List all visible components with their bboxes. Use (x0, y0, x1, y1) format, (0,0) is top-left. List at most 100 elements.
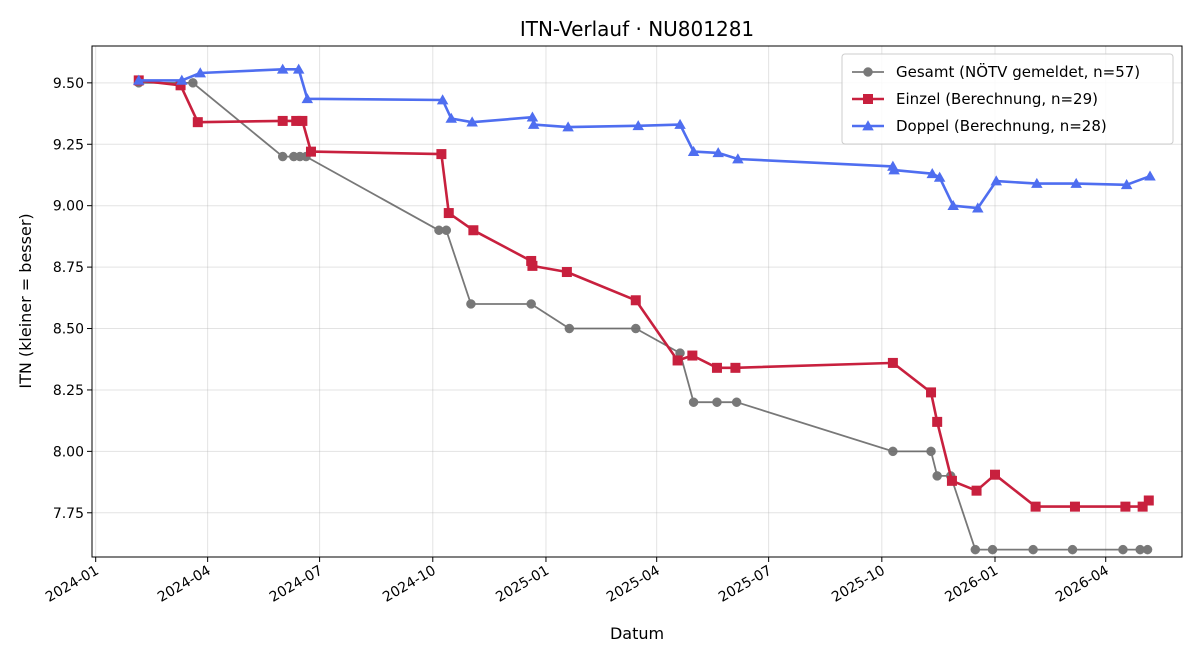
data-point-einzel (468, 225, 479, 236)
chart-title: ITN-Verlauf · NU801281 (520, 17, 754, 41)
data-point-gesamt (888, 446, 898, 457)
data-point-doppel (194, 67, 207, 78)
y-axis-label: ITN (kleiner = besser) (16, 213, 35, 388)
data-point-doppel (712, 147, 724, 158)
data-point-gesamt (1067, 544, 1078, 555)
legend-marker-einzel (863, 94, 873, 104)
data-point-gesamt (712, 397, 722, 407)
legend-swatch-gesamt (852, 67, 884, 77)
data-point-einzel (1143, 495, 1154, 506)
legend-swatch-einzel (852, 94, 884, 104)
y-tick-label: 8.75 (53, 260, 84, 276)
series-layer (132, 63, 1156, 555)
data-point-einzel (946, 475, 957, 486)
data-point-doppel (276, 63, 289, 74)
data-point-einzel (1030, 501, 1041, 512)
data-point-doppel (926, 168, 939, 179)
data-point-doppel (990, 175, 1002, 186)
plot-frame (91, 45, 1183, 558)
data-point-doppel (933, 171, 946, 182)
data-point-gesamt (526, 299, 536, 309)
legend-label-doppel: Doppel (Berechnung, n=28) (896, 117, 1107, 135)
legend-box (841, 53, 1174, 145)
data-point-einzel (527, 260, 538, 271)
y-tick-label: 9.25 (53, 137, 84, 153)
y-tick-label: 7.75 (53, 506, 84, 522)
series-einzel (133, 75, 1154, 512)
data-point-gesamt (932, 471, 942, 481)
y-tick-label: 9.00 (53, 199, 84, 215)
data-point-gesamt (731, 397, 742, 407)
data-point-gesamt (564, 323, 575, 334)
data-point-gesamt (970, 544, 981, 555)
data-point-einzel (277, 115, 288, 126)
y-tick-label: 9.50 (53, 76, 84, 92)
data-point-doppel (301, 93, 314, 104)
data-point-einzel (561, 267, 572, 278)
data-point-einzel (1120, 501, 1131, 512)
data-point-gesamt (188, 78, 198, 88)
y-axis: 7.75 8.00 8.25 8.50 8.75 9.00 9.25 9.50 (53, 76, 92, 522)
legend-item-einzel: Einzel (Berechnung, n=29) (852, 90, 1098, 108)
data-point-doppel (562, 121, 574, 132)
legend: Gesamt (NÖTV gemeldet, n=57) Einzel (Bere… (841, 53, 1174, 145)
data-point-einzel (711, 362, 722, 373)
data-point-doppel (526, 111, 539, 122)
data-point-gesamt (1118, 544, 1128, 555)
data-point-einzel (192, 117, 203, 128)
data-point-einzel (436, 149, 447, 160)
x-axis-label: Datum (610, 624, 664, 643)
data-point-einzel (687, 350, 698, 361)
series-doppel (132, 63, 1156, 213)
data-point-einzel (175, 80, 186, 91)
data-point-einzel (971, 485, 982, 496)
data-point-einzel (926, 387, 937, 398)
data-point-einzel (630, 295, 641, 306)
data-point-gesamt (688, 397, 699, 407)
data-point-einzel (291, 115, 302, 126)
data-point-gesamt (987, 544, 998, 555)
data-point-doppel (732, 153, 744, 164)
data-point-einzel (1069, 501, 1080, 512)
data-point-doppel (1070, 177, 1082, 188)
data-point-einzel (932, 416, 943, 427)
legend-label-gesamt: Gesamt (NÖTV gemeldet, n=57) (896, 62, 1140, 81)
data-point-doppel (947, 199, 959, 210)
data-point-gesamt (1142, 544, 1153, 555)
data-point-gesamt (441, 225, 452, 236)
grid (92, 46, 1182, 557)
data-point-doppel (1031, 177, 1043, 188)
legend-item-doppel: Doppel (Berechnung, n=28) (852, 117, 1107, 135)
data-point-doppel (176, 74, 188, 85)
data-point-gesamt (926, 446, 936, 457)
data-point-doppel (436, 94, 449, 105)
legend-swatch-doppel (852, 120, 884, 131)
data-point-einzel (887, 357, 898, 368)
data-point-doppel (674, 118, 686, 129)
data-point-doppel (888, 164, 900, 175)
data-point-einzel (305, 146, 316, 157)
data-point-doppel (1144, 170, 1156, 181)
data-point-gesamt (631, 323, 641, 334)
data-point-einzel (730, 362, 741, 373)
data-point-einzel (990, 469, 1001, 480)
data-point-doppel (132, 74, 145, 85)
data-point-doppel (972, 202, 984, 213)
data-point-doppel (466, 116, 478, 127)
legend-item-gesamt: Gesamt (NÖTV gemeldet, n=57) (852, 62, 1140, 81)
data-point-einzel (1137, 501, 1148, 512)
data-point-doppel (687, 145, 700, 156)
legend-label-einzel: Einzel (Berechnung, n=29) (896, 90, 1098, 108)
data-point-einzel (672, 355, 683, 366)
data-point-gesamt (277, 151, 288, 162)
series-line-doppel (138, 68, 1151, 210)
data-point-gesamt (466, 299, 476, 309)
data-point-doppel (292, 63, 305, 74)
data-point-einzel (443, 208, 454, 219)
data-point-einzel (297, 115, 308, 126)
data-point-doppel (632, 120, 644, 131)
y-tick-label: 8.00 (53, 444, 84, 460)
legend-marker-doppel (862, 120, 874, 131)
data-point-doppel (445, 112, 457, 123)
